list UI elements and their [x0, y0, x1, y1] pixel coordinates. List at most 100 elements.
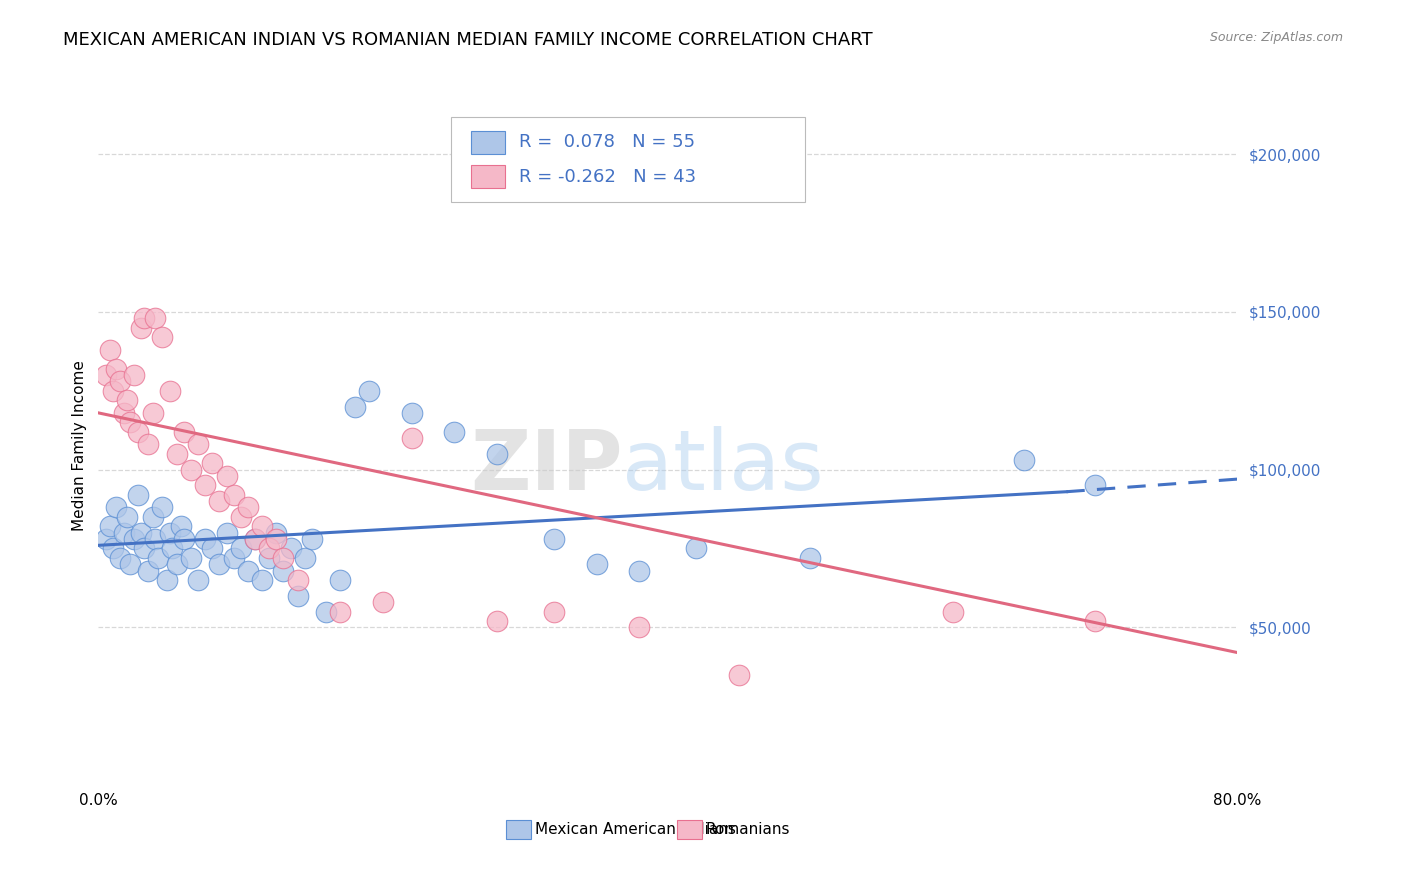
FancyBboxPatch shape: [506, 820, 531, 838]
Point: [101, 541, 124, 556]
Point: [280, 541, 302, 556]
Point: [585, 558, 607, 572]
Point: [443, 425, 465, 439]
Text: atlas: atlas: [623, 425, 824, 507]
Point: [180, 550, 202, 565]
Point: [259, 550, 281, 565]
Point: [94, 532, 117, 546]
Point: [108, 550, 131, 565]
Point: [486, 447, 509, 461]
Point: [215, 525, 238, 540]
Point: [159, 384, 181, 398]
Text: R =  0.078   N = 55: R = 0.078 N = 55: [519, 134, 695, 152]
Point: [1084, 478, 1107, 492]
Point: [259, 541, 281, 556]
Point: [1012, 453, 1035, 467]
Point: [136, 437, 159, 451]
Point: [243, 532, 266, 546]
FancyBboxPatch shape: [451, 117, 804, 202]
Point: [118, 415, 141, 429]
Point: [236, 500, 259, 515]
Point: [115, 510, 138, 524]
Point: [294, 550, 316, 565]
Point: [201, 541, 224, 556]
Text: R = -0.262   N = 43: R = -0.262 N = 43: [519, 168, 696, 186]
Point: [148, 550, 170, 565]
Point: [162, 541, 184, 556]
Point: [145, 311, 167, 326]
Point: [145, 532, 167, 546]
Point: [315, 605, 337, 619]
Point: [127, 488, 149, 502]
Point: [187, 437, 209, 451]
Point: [401, 406, 423, 420]
Text: Romanians: Romanians: [706, 822, 790, 837]
Point: [685, 541, 707, 556]
Point: [98, 343, 121, 357]
FancyBboxPatch shape: [676, 820, 702, 838]
Point: [101, 384, 124, 398]
Point: [229, 541, 252, 556]
Point: [222, 550, 245, 565]
Text: Mexican American Indians: Mexican American Indians: [534, 822, 735, 837]
Point: [273, 550, 295, 565]
Point: [486, 614, 509, 628]
Point: [170, 519, 193, 533]
FancyBboxPatch shape: [471, 131, 505, 154]
Point: [180, 463, 202, 477]
Point: [173, 425, 195, 439]
Point: [122, 368, 145, 382]
Point: [152, 330, 174, 344]
Point: [118, 558, 141, 572]
Point: [266, 532, 288, 546]
Point: [222, 488, 245, 502]
Point: [129, 320, 152, 334]
Point: [112, 525, 135, 540]
Point: [543, 605, 565, 619]
Point: [94, 368, 117, 382]
Point: [215, 469, 238, 483]
Y-axis label: Median Family Income: Median Family Income: [72, 360, 87, 532]
Point: [799, 550, 821, 565]
Point: [115, 393, 138, 408]
FancyBboxPatch shape: [471, 165, 505, 188]
Point: [141, 510, 163, 524]
Point: [287, 589, 309, 603]
Point: [243, 532, 266, 546]
Point: [329, 573, 352, 587]
Text: Source: ZipAtlas.com: Source: ZipAtlas.com: [1209, 31, 1343, 45]
Point: [104, 361, 127, 376]
Point: [194, 532, 217, 546]
Point: [141, 406, 163, 420]
Point: [156, 573, 179, 587]
Point: [628, 620, 651, 634]
Point: [194, 478, 217, 492]
Point: [357, 384, 380, 398]
Point: [127, 425, 149, 439]
Point: [208, 558, 231, 572]
Point: [187, 573, 209, 587]
Point: [250, 573, 273, 587]
Point: [132, 311, 155, 326]
Point: [98, 519, 121, 533]
Point: [728, 667, 751, 681]
Point: [236, 564, 259, 578]
Point: [287, 573, 309, 587]
Point: [122, 532, 145, 546]
Point: [112, 406, 135, 420]
Point: [273, 564, 295, 578]
Point: [159, 525, 181, 540]
Point: [173, 532, 195, 546]
Point: [329, 605, 352, 619]
Point: [1084, 614, 1107, 628]
Point: [250, 519, 273, 533]
Point: [152, 500, 174, 515]
Point: [543, 532, 565, 546]
Point: [166, 447, 188, 461]
Point: [166, 558, 188, 572]
Text: MEXICAN AMERICAN INDIAN VS ROMANIAN MEDIAN FAMILY INCOME CORRELATION CHART: MEXICAN AMERICAN INDIAN VS ROMANIAN MEDI…: [63, 31, 873, 49]
Point: [104, 500, 127, 515]
Point: [136, 564, 159, 578]
Point: [266, 525, 288, 540]
Point: [343, 400, 366, 414]
